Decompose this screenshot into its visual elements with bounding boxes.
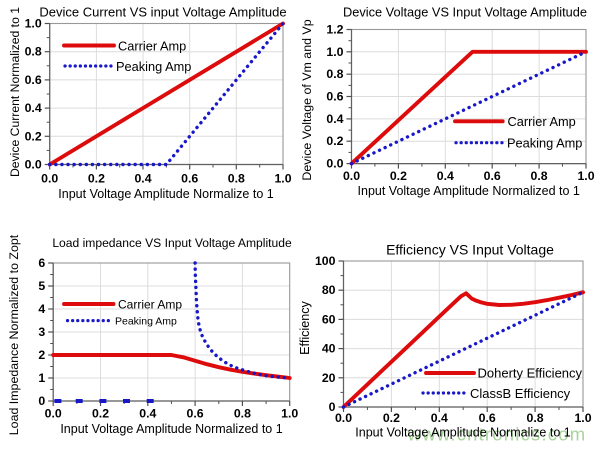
svg-text:Carrier Amp: Carrier Amp <box>508 114 576 129</box>
svg-text:1.0: 1.0 <box>326 45 343 59</box>
svg-text:80: 80 <box>322 283 336 297</box>
svg-text:0.4: 0.4 <box>326 112 343 126</box>
svg-text:Device Voltage of Vm and Vp: Device Voltage of Vm and Vp <box>300 19 314 180</box>
svg-text:40: 40 <box>322 342 336 356</box>
svg-text:Load impedance VS Input Voltag: Load impedance VS Input Voltage Amplitud… <box>52 236 292 250</box>
svg-text:0.0: 0.0 <box>335 411 352 425</box>
svg-text:0.8: 0.8 <box>326 67 343 81</box>
svg-text:0.4: 0.4 <box>25 101 42 115</box>
svg-text:1.0: 1.0 <box>574 411 591 425</box>
svg-text:0.0: 0.0 <box>25 158 42 172</box>
svg-text:0.8: 0.8 <box>234 407 251 421</box>
svg-text:Peaking Amp: Peaking Amp <box>507 136 582 151</box>
svg-text:0.2: 0.2 <box>88 172 105 186</box>
svg-text:Efficiency VS Input Voltage: Efficiency VS Input Voltage <box>386 242 554 258</box>
svg-text:0.4: 0.4 <box>139 407 156 421</box>
svg-text:Device Current Normalized to 1: Device Current Normalized to 1 <box>8 7 22 177</box>
svg-text:1.0: 1.0 <box>274 172 291 186</box>
svg-text:0.2: 0.2 <box>326 134 343 148</box>
svg-text:0.2: 0.2 <box>25 129 42 143</box>
svg-text:Input Voltage Amplitude Normal: Input Voltage Amplitude Normalize to 1 <box>58 187 273 201</box>
svg-text:0.8: 0.8 <box>527 411 544 425</box>
svg-text:Carrier Amp: Carrier Amp <box>118 298 182 312</box>
svg-text:1: 1 <box>38 371 45 385</box>
svg-text:1.0: 1.0 <box>577 169 594 183</box>
svg-text:0.6: 0.6 <box>484 169 501 183</box>
svg-text:0: 0 <box>329 400 336 414</box>
svg-text:0.4: 0.4 <box>431 411 448 425</box>
svg-text:1.0: 1.0 <box>25 17 42 31</box>
svg-text:www.cntronics.com: www.cntronics.com <box>407 424 587 445</box>
svg-text:0.4: 0.4 <box>437 169 454 183</box>
svg-text:Device Voltage VS Input Voltag: Device Voltage VS Input Voltage Amplitud… <box>343 5 587 20</box>
svg-text:60: 60 <box>322 312 336 326</box>
svg-text:1.2: 1.2 <box>326 23 343 37</box>
svg-text:Doherty Efficiency: Doherty Efficiency <box>478 366 583 381</box>
svg-text:0.0: 0.0 <box>45 407 62 421</box>
svg-text:2: 2 <box>38 348 45 362</box>
svg-text:0.0: 0.0 <box>326 157 343 171</box>
svg-text:0.6: 0.6 <box>25 73 42 87</box>
svg-text:0: 0 <box>38 394 45 408</box>
svg-text:0.6: 0.6 <box>187 407 204 421</box>
svg-text:0.2: 0.2 <box>383 411 400 425</box>
svg-text:3: 3 <box>38 325 45 339</box>
svg-text:0.6: 0.6 <box>181 172 198 186</box>
svg-text:0.8: 0.8 <box>25 45 42 59</box>
svg-text:Peaking Amp: Peaking Amp <box>115 316 177 328</box>
svg-text:0.8: 0.8 <box>531 169 548 183</box>
svg-text:4: 4 <box>38 302 45 316</box>
svg-text:Input Voltage Amplitude Normal: Input Voltage Amplitude Normalized to 1 <box>60 422 282 436</box>
svg-text:0.6: 0.6 <box>479 411 496 425</box>
svg-text:0.4: 0.4 <box>134 172 151 186</box>
svg-text:Device Current VS input Voltag: Device Current VS input Voltage Amplitud… <box>39 5 286 20</box>
svg-text:0.8: 0.8 <box>228 172 245 186</box>
svg-text:0.0: 0.0 <box>343 169 360 183</box>
svg-text:Peaking Amp: Peaking Amp <box>116 59 191 74</box>
svg-text:5: 5 <box>38 279 45 293</box>
svg-text:100: 100 <box>315 254 336 268</box>
svg-text:6: 6 <box>38 256 45 270</box>
svg-text:0.2: 0.2 <box>390 169 407 183</box>
svg-text:Carrier Amp: Carrier Amp <box>118 39 186 54</box>
svg-text:20: 20 <box>322 371 336 385</box>
svg-text:Input Voltage Amplitude Normal: Input Voltage Amplitude Normalized to 1 <box>358 184 580 198</box>
svg-text:0.6: 0.6 <box>326 90 343 104</box>
svg-text:Efficiency: Efficiency <box>298 300 312 354</box>
svg-text:Input Voltage Amplitude Normal: Input Voltage Amplitude Normalize to 1 <box>355 426 570 440</box>
svg-text:1.0: 1.0 <box>281 407 298 421</box>
svg-text:0.2: 0.2 <box>92 407 109 421</box>
svg-text:Load Impedance Normalized to Z: Load Impedance Normalized to Zopt <box>7 234 21 435</box>
svg-text:ClassB Efficiency: ClassB Efficiency <box>470 386 571 401</box>
svg-text:0.0: 0.0 <box>41 172 58 186</box>
